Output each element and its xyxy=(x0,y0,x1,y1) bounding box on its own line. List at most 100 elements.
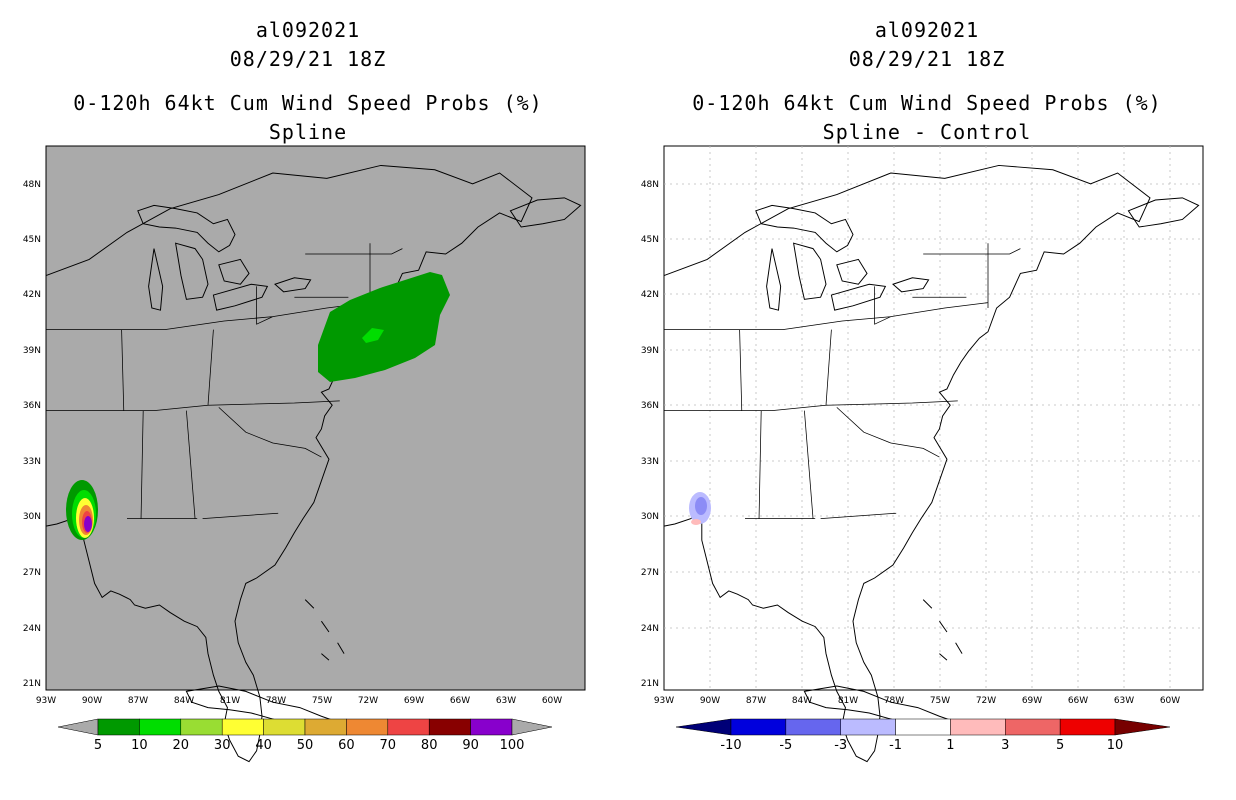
left-colorbar-swatch xyxy=(346,718,389,736)
left-colorbar-swatch xyxy=(139,718,182,736)
left-lon-label: 84W xyxy=(174,696,194,706)
left-colorbar-swatch xyxy=(470,718,513,736)
right-colorbar-swatch xyxy=(785,718,841,736)
left-lat-label: 42N xyxy=(23,290,41,300)
right-colorbar-swatch xyxy=(895,718,951,736)
right-lat-label: 48N xyxy=(641,180,659,190)
left-colorbar-swatch xyxy=(263,718,306,736)
right-colorbar-swatch xyxy=(950,718,1006,736)
left-colorbar-label: 80 xyxy=(421,738,438,753)
right-lon-label: 60W xyxy=(1160,696,1180,706)
right-subtitle: Spline - Control xyxy=(822,120,1032,144)
right-lat-label: 42N xyxy=(641,290,659,300)
left-colorbar-label: 50 xyxy=(297,738,314,753)
right-lon-label: 84W xyxy=(792,696,812,706)
left-lon-label: 75W xyxy=(312,696,332,706)
left-lat-label: 45N xyxy=(23,235,41,245)
left-colorbar-label: 30 xyxy=(214,738,231,753)
left-colorbar-label: 60 xyxy=(338,738,355,753)
left-colorbar-swatch xyxy=(428,718,471,736)
left-map-background xyxy=(45,145,586,691)
left-colorbar-label: 70 xyxy=(380,738,397,753)
right-axis-labels: 48N 45N 42N 39N 36N 33N 30N 27N 24N 21N 93W 90W 87W 8… xyxy=(641,180,1180,706)
left-lon-label: 63W xyxy=(496,696,516,706)
right-lat-label: 30N xyxy=(641,512,659,522)
right-diff-pos-1 xyxy=(691,519,701,525)
left-storm-id: al092021 xyxy=(255,18,361,42)
left-colorbar-label: 20 xyxy=(173,738,190,753)
right-lon-label: 87W xyxy=(746,696,766,706)
right-colorbar: -10 -5 -3 -1 1 3 5 10 xyxy=(675,718,1171,753)
left-lon-label: 93W xyxy=(36,696,56,706)
right-lon-label: 93W xyxy=(654,696,674,706)
left-date: 08/29/21 18Z xyxy=(229,47,387,71)
right-lon-label: 69W xyxy=(1022,696,1042,706)
right-lon-label: 78W xyxy=(884,696,904,706)
right-lat-label: 24N xyxy=(641,624,659,634)
left-lon-label: 87W xyxy=(128,696,148,706)
left-colorbar-label: 100 xyxy=(500,738,525,753)
right-lon-label: 72W xyxy=(976,696,996,706)
right-lat-label: 33N xyxy=(641,457,659,467)
right-colorbar-label: -5 xyxy=(779,738,792,753)
left-colorbar-label: 90 xyxy=(462,738,479,753)
left-swath-la-90 xyxy=(84,516,92,532)
left-colorbar: 5 10 20 30 40 50 60 70 80 90 100 xyxy=(57,718,553,753)
left-colorbar-swatch xyxy=(97,718,140,736)
right-colorbar-swatch xyxy=(730,718,787,736)
left-colorbar-swatch xyxy=(304,718,347,736)
left-lat-label: 30N xyxy=(23,512,41,522)
right-colorbar-low-arrow xyxy=(675,718,732,736)
left-title: al092021 08/29/21 18Z 0-120h 64kt Cum Wi… xyxy=(63,16,553,147)
left-lat-label: 33N xyxy=(23,457,41,467)
left-lon-label: 72W xyxy=(358,696,378,706)
left-lon-label: 81W xyxy=(220,696,240,706)
right-map-background xyxy=(663,145,1204,691)
left-lon-label: 66W xyxy=(450,696,470,706)
left-lat-label: 27N xyxy=(23,568,41,578)
right-lon-label: 90W xyxy=(700,696,720,706)
left-product: 0-120h 64kt Cum Wind Speed Probs (%) xyxy=(73,91,543,115)
right-lon-label: 75W xyxy=(930,696,950,706)
right-colorbar-swatch xyxy=(1005,718,1061,736)
right-colorbar-label: -10 xyxy=(720,738,741,753)
left-colorbar-swatch xyxy=(387,718,430,736)
right-storm-id: al092021 xyxy=(874,18,980,42)
left-colorbar-swatch xyxy=(180,718,223,736)
left-lat-label: 21N xyxy=(23,679,41,689)
left-subtitle: Spline xyxy=(268,120,348,144)
right-colorbar-swatch xyxy=(1059,718,1116,736)
right-lat-label: 21N xyxy=(641,679,659,689)
left-swath-10 xyxy=(362,328,384,343)
right-lat-label: 27N xyxy=(641,568,659,578)
right-map-panel xyxy=(663,145,1204,763)
left-colorbar-swatch xyxy=(221,718,264,736)
left-axis-labels: 48N 45N 42N 39N 36N 33N 30N 27N 24N 21N 93W 90W 87W 8… xyxy=(23,180,562,706)
right-lon-label: 63W xyxy=(1114,696,1134,706)
right-lat-label: 36N xyxy=(641,401,659,411)
right-lat-label: 45N xyxy=(641,235,659,245)
left-colorbar-high-arrow xyxy=(511,718,553,736)
right-colorbar-swatch xyxy=(840,718,896,736)
right-colorbar-label: 10 xyxy=(1107,738,1124,753)
right-colorbar-label: -1 xyxy=(889,738,902,753)
right-lon-label: 66W xyxy=(1068,696,1088,706)
left-colorbar-low-arrow xyxy=(57,718,99,736)
right-colorbar-label: 1 xyxy=(946,738,954,753)
left-lon-label: 78W xyxy=(266,696,286,706)
left-lat-label: 39N xyxy=(23,346,41,356)
left-lat-label: 48N xyxy=(23,180,41,190)
left-lon-label: 60W xyxy=(542,696,562,706)
right-colorbar-label: 3 xyxy=(1001,738,1009,753)
right-title: al092021 08/29/21 18Z 0-120h 64kt Cum Wi… xyxy=(682,16,1172,147)
right-date: 08/29/21 18Z xyxy=(848,47,1006,71)
left-colorbar-label: 5 xyxy=(94,738,102,753)
right-lat-label: 39N xyxy=(641,346,659,356)
right-diff-neg-3 xyxy=(695,497,707,515)
right-colorbar-label: 5 xyxy=(1056,738,1064,753)
right-lon-label: 81W xyxy=(838,696,858,706)
right-colorbar-label: -3 xyxy=(834,738,847,753)
right-colorbar-high-arrow xyxy=(1114,718,1171,736)
left-lat-label: 36N xyxy=(23,401,41,411)
